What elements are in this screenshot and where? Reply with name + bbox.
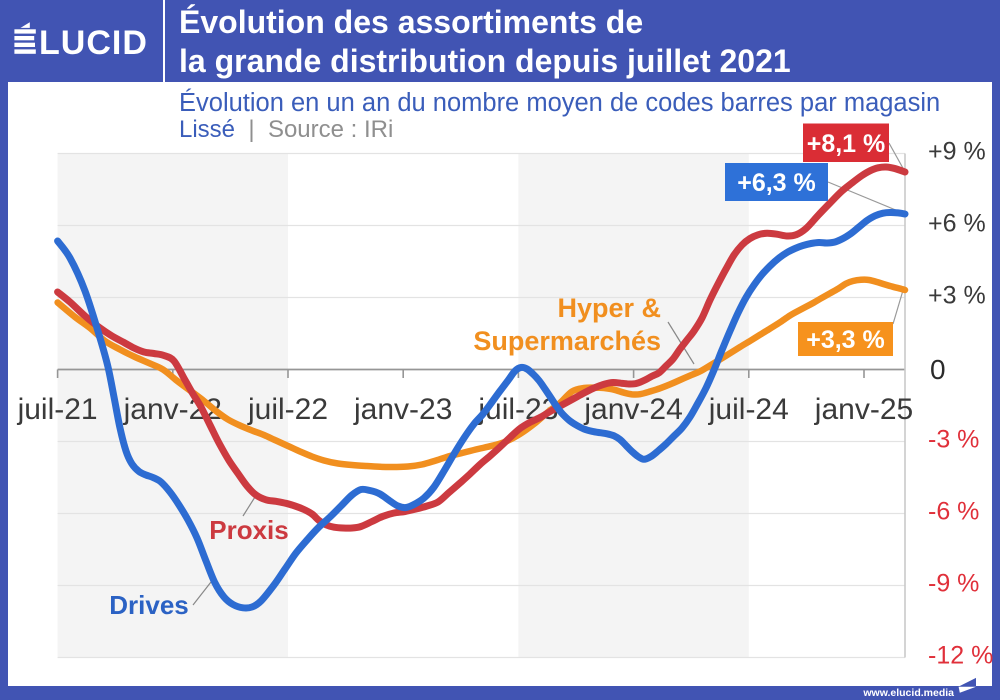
svg-text:+8,1 %: +8,1 % — [807, 130, 886, 158]
svg-text:0: 0 — [930, 354, 946, 385]
svg-text:-3 %: -3 % — [928, 426, 979, 454]
svg-text:juil-21: juil-21 — [17, 393, 98, 426]
svg-text:Drives: Drives — [109, 590, 189, 620]
svg-text:juil-24: juil-24 — [708, 393, 789, 426]
svg-text:Supermarchés: Supermarchés — [473, 326, 661, 356]
svg-text:janv-25: janv-25 — [814, 393, 913, 426]
svg-text:janv-23: janv-23 — [353, 393, 452, 426]
svg-text:+6,3 %: +6,3 % — [737, 169, 816, 197]
svg-text:juil-22: juil-22 — [247, 393, 328, 426]
svg-text:+6 %: +6 % — [928, 210, 986, 238]
svg-text:LUCID: LUCID — [39, 24, 148, 62]
svg-text:+9 %: +9 % — [928, 138, 986, 166]
svg-text:Proxis: Proxis — [209, 515, 289, 545]
svg-text:-6 %: -6 % — [928, 498, 979, 526]
svg-text:+3,3 %: +3,3 % — [806, 326, 885, 354]
svg-text:janv-24: janv-24 — [583, 393, 682, 426]
svg-text:-9 %: -9 % — [928, 570, 979, 598]
svg-text:-12 %: -12 % — [928, 642, 993, 670]
svg-text:Hyper &: Hyper & — [557, 293, 661, 323]
svg-text:+3 %: +3 % — [928, 282, 986, 310]
